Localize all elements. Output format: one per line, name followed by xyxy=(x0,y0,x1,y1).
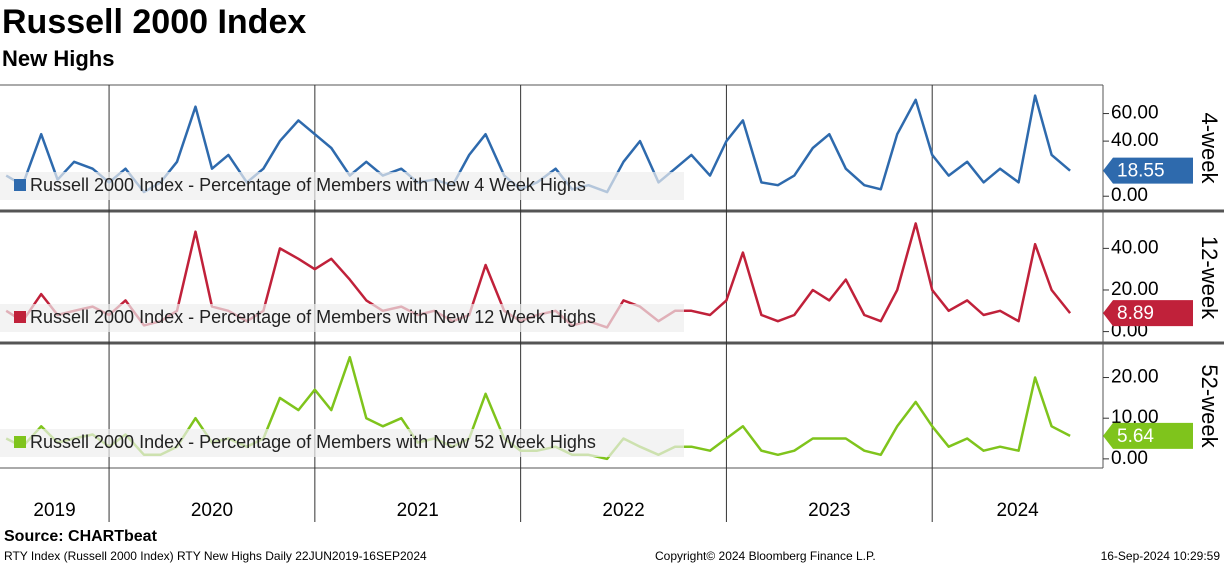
subtitle: New Highs xyxy=(2,46,114,71)
legend-swatch xyxy=(14,436,26,448)
y-tick-label: 60.00 xyxy=(1111,103,1159,124)
last-value-tag xyxy=(1103,157,1193,184)
last-value-label: 18.55 xyxy=(1117,161,1165,182)
title: Russell 2000 Index xyxy=(2,3,306,41)
timestamp: 16-Sep-2024 10:29:59 xyxy=(1101,549,1221,563)
y-tick-label: 0.00 xyxy=(1111,448,1148,469)
legend-swatch xyxy=(14,179,26,191)
x-tick-label: 2024 xyxy=(996,500,1039,521)
source: Source: CHARTbeat xyxy=(4,528,158,545)
last-value-label: 5.64 xyxy=(1117,426,1154,447)
y-tick-label: 40.00 xyxy=(1111,237,1159,258)
panel-label: 52-week xyxy=(1197,364,1222,448)
legend-box xyxy=(0,304,684,332)
last-value-tag xyxy=(1103,422,1193,449)
x-tick-label: 2019 xyxy=(33,500,75,521)
y-tick-label: 0.00 xyxy=(1111,185,1148,206)
x-tick-label: 2022 xyxy=(602,500,644,521)
legend-box xyxy=(0,172,684,200)
panel-label: 12-week xyxy=(1197,236,1222,320)
copyright: Copyright© 2024 Bloomberg Finance L.P. xyxy=(655,549,876,563)
y-tick-label: 20.00 xyxy=(1111,367,1159,388)
legend-box xyxy=(0,429,684,457)
legend-label: Russell 2000 Index - Percentage of Membe… xyxy=(30,432,596,452)
y-tick-label: 40.00 xyxy=(1111,130,1159,151)
legend-label: Russell 2000 Index - Percentage of Membe… xyxy=(30,307,596,327)
description: RTY Index (Russell 2000 Index) RTY New H… xyxy=(4,549,427,563)
x-tick-label: 2021 xyxy=(397,500,439,521)
last-value-tag xyxy=(1103,300,1193,327)
panel-label: 4-week xyxy=(1197,113,1222,185)
x-tick-label: 2023 xyxy=(808,500,850,521)
legend-label: Russell 2000 Index - Percentage of Membe… xyxy=(30,175,586,195)
legend-swatch xyxy=(14,311,26,323)
last-value-label: 8.89 xyxy=(1117,303,1154,324)
x-tick-label: 2020 xyxy=(191,500,233,521)
y-tick-label: 20.00 xyxy=(1111,279,1159,300)
